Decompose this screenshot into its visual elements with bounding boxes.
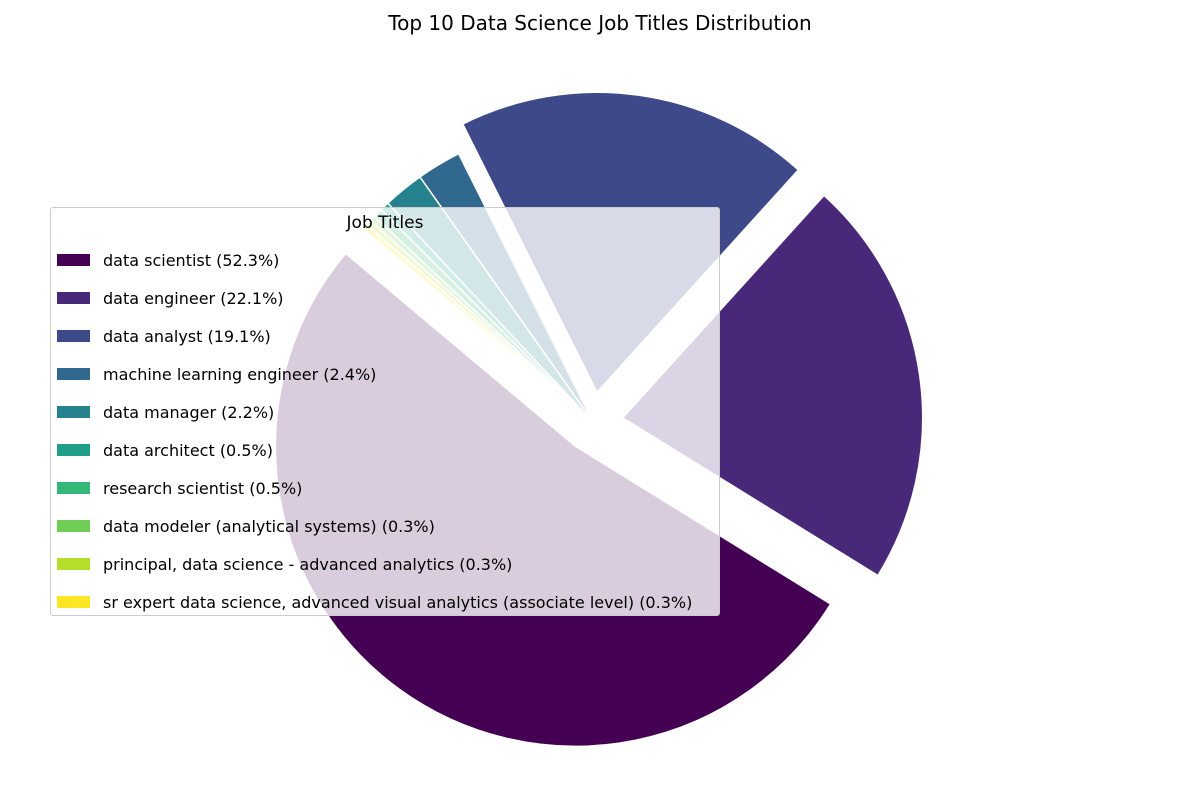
legend-item: sr expert data science, advanced visual … — [57, 591, 692, 613]
legend-label: data architect (0.5%) — [103, 440, 273, 460]
legend-label: data engineer (22.1%) — [103, 288, 284, 308]
legend-label: machine learning engineer (2.4%) — [103, 364, 377, 384]
legend-label: principal, data science - advanced analy… — [103, 554, 513, 574]
legend-swatch — [57, 596, 90, 608]
legend-swatch — [57, 292, 90, 304]
legend-label: data analyst (19.1%) — [103, 326, 271, 346]
legend-swatch — [57, 330, 90, 342]
pie-slice-data-engineer — [621, 194, 924, 577]
legend-item: principal, data science - advanced analy… — [57, 553, 512, 575]
legend: Job Titles data scientist (52.3%) data en… — [50, 207, 720, 616]
legend-swatch — [57, 482, 90, 494]
legend-label: research scientist (0.5%) — [103, 478, 303, 498]
legend-title: Job Titles — [346, 213, 424, 233]
legend-item: data manager (2.2%) — [57, 401, 274, 423]
legend-item: data scientist (52.3%) — [57, 249, 279, 271]
legend-item: data architect (0.5%) — [57, 439, 273, 461]
legend-item: machine learning engineer (2.4%) — [57, 363, 376, 385]
legend-label: data modeler (analytical systems) (0.3%) — [103, 516, 435, 536]
legend-swatch — [57, 520, 90, 532]
legend-item: data engineer (22.1%) — [57, 287, 284, 309]
legend-item: data analyst (19.1%) — [57, 325, 271, 347]
legend-swatch — [57, 254, 90, 266]
legend-label: data scientist (52.3%) — [103, 250, 280, 270]
legend-label: data manager (2.2%) — [103, 402, 275, 422]
legend-swatch — [57, 406, 90, 418]
chart-title: Top 10 Data Science Job Titles Distribut… — [388, 11, 812, 35]
legend-swatch — [57, 368, 90, 380]
legend-swatch — [57, 558, 90, 570]
legend-label: sr expert data science, advanced visual … — [103, 592, 693, 612]
legend-swatch — [57, 444, 90, 456]
legend-item: data modeler (analytical systems) (0.3%) — [57, 515, 435, 537]
legend-item: research scientist (0.5%) — [57, 477, 302, 499]
